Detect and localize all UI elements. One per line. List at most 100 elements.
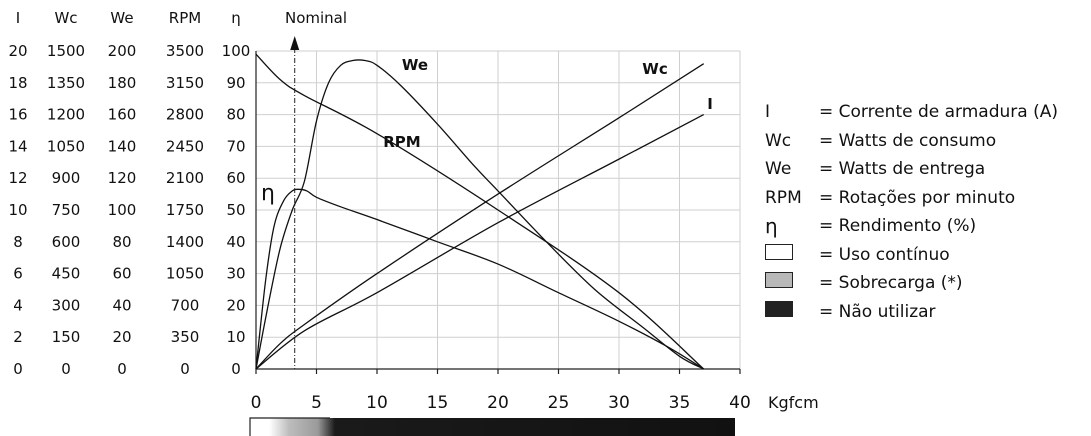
y-tick-label: 700 — [171, 296, 200, 314]
y-tick-label: 6 — [13, 265, 23, 283]
y-tick-label: 0 — [117, 360, 127, 378]
y-tick-label: 20 — [8, 42, 27, 60]
y-tick-label: 160 — [108, 106, 137, 124]
annotations: We Wc I RPM η Nominal — [261, 9, 713, 369]
y-tick-label: 750 — [52, 201, 81, 219]
legend-text: = Uso contínuo — [819, 244, 950, 265]
legend-item: = Sobrecarga (*) — [765, 269, 1058, 298]
y-tick-label: 8 — [13, 233, 23, 251]
y-tick-label: 4 — [13, 296, 23, 314]
scale-header-we: We — [110, 9, 133, 27]
series-i-line — [255, 114, 705, 370]
legend-text: = Sobrecarga (*) — [819, 273, 963, 293]
y-tick-label: 3500 — [166, 42, 204, 60]
y-tick-label: 100 — [222, 42, 251, 60]
y-tick-label: 20 — [226, 296, 245, 314]
y-tick-label: 30 — [226, 265, 245, 283]
y-tick-label: 60 — [226, 169, 245, 187]
legend-symbol: Wc — [765, 130, 792, 151]
curve-label-eta: η — [261, 181, 275, 206]
y-tick-label: 18 — [8, 74, 27, 92]
y-tick-label: 1750 — [166, 201, 204, 219]
y-tick-label: 120 — [108, 169, 137, 187]
y-tick-label: 10 — [8, 201, 27, 219]
legend-text: = Rendimento (%) — [819, 216, 977, 236]
y-tick-label: 3150 — [166, 74, 204, 92]
y-tick-label: 80 — [112, 233, 131, 251]
legend-item: = Não utilizar — [765, 298, 1058, 327]
legend-symbol: I — [765, 102, 771, 122]
nominal-arrow — [290, 36, 300, 50]
y-tick-label: 1200 — [47, 106, 85, 124]
y-tick-label: 900 — [52, 169, 81, 187]
y-tick-label: 1400 — [166, 233, 204, 251]
y-tick-label: 600 — [52, 233, 81, 251]
y-tick-label: 2450 — [166, 137, 204, 155]
curve-label-wc: Wc — [642, 60, 667, 78]
y-tick-label: 0 — [13, 360, 23, 378]
legend-symbol: We — [765, 159, 792, 179]
axes — [255, 51, 741, 374]
legend-swatch — [765, 269, 819, 298]
swatch-box — [765, 272, 793, 288]
legend-item: Wc = Watts de consumo — [765, 127, 1058, 156]
legend-swatch — [765, 241, 819, 270]
legend: I = Corrente de armadura (A) Wc = Watts de … — [765, 98, 1058, 326]
y-tick-label: 10 — [226, 328, 245, 346]
y-tick-label: 40 — [226, 233, 245, 251]
x-tick-label: 40 — [729, 393, 751, 413]
y-tick-label: 140 — [108, 137, 137, 155]
y-tick-label: 90 — [226, 74, 245, 92]
x-tick-label: 30 — [608, 393, 630, 413]
legend-item: RPM = Rotações por minuto — [765, 184, 1058, 213]
y-tick-label: 2100 — [166, 169, 204, 187]
y-tick-label: 20 — [112, 328, 131, 346]
scale-header-wc: Wc — [54, 9, 77, 27]
legend-item: We = Watts de entrega — [765, 155, 1058, 184]
legend-text: = Watts de consumo — [819, 130, 997, 151]
y-tick-label: 60 — [112, 265, 131, 283]
y-tick-label: 0 — [61, 360, 71, 378]
x-tick-label: 25 — [548, 393, 570, 413]
curve-label-i: I — [707, 95, 713, 113]
usage-bar-fill — [250, 418, 735, 436]
legend-text: = Não utilizar — [819, 301, 936, 322]
y-tick-label: 12 — [8, 169, 27, 187]
y-tick-label: 80 — [226, 106, 245, 124]
usage-bar — [249, 417, 735, 436]
y-tick-label: 350 — [171, 328, 200, 346]
y-tick-label: 300 — [52, 296, 81, 314]
series-we-line — [255, 59, 705, 370]
swatch-box — [765, 300, 793, 317]
legend-text: = Watts de entrega — [819, 159, 986, 179]
y-tick-label: 200 — [108, 42, 137, 60]
legend-text: = Rotações por minuto — [819, 187, 1016, 208]
y-tick-label: 2800 — [166, 106, 204, 124]
nominal-label: Nominal — [285, 9, 347, 27]
y-tick-label: 1050 — [166, 265, 204, 283]
x-axis-label: Kgfcm — [768, 393, 819, 412]
series-eta-line — [255, 188, 705, 370]
scale-header-rpm: RPM — [169, 9, 201, 27]
x-tick-label: 15 — [427, 393, 449, 413]
legend-item: I = Corrente de armadura (A) — [765, 98, 1058, 127]
y-tick-label: 1350 — [47, 74, 85, 92]
tick-labels: I02468101214161820Wc01503004506007509001… — [8, 9, 818, 413]
curve-label-rpm: RPM — [383, 133, 420, 151]
curve-label-we: We — [402, 56, 428, 74]
y-tick-label: 1050 — [47, 137, 85, 155]
legend-item: = Uso contínuo — [765, 241, 1058, 270]
legend-symbol: RPM — [765, 187, 802, 208]
legend-item: η = Rendimento (%) — [765, 212, 1058, 241]
y-tick-label: 0 — [180, 360, 190, 378]
series-rpm-line — [255, 53, 705, 370]
x-tick-label: 20 — [487, 393, 509, 413]
y-tick-label: 180 — [108, 74, 137, 92]
legend-swatch — [765, 298, 819, 327]
y-tick-label: 16 — [8, 106, 27, 124]
y-tick-label: 40 — [112, 296, 131, 314]
y-tick-label: 100 — [108, 201, 137, 219]
legend-symbol: η — [765, 214, 778, 238]
x-tick-label: 10 — [366, 393, 388, 413]
